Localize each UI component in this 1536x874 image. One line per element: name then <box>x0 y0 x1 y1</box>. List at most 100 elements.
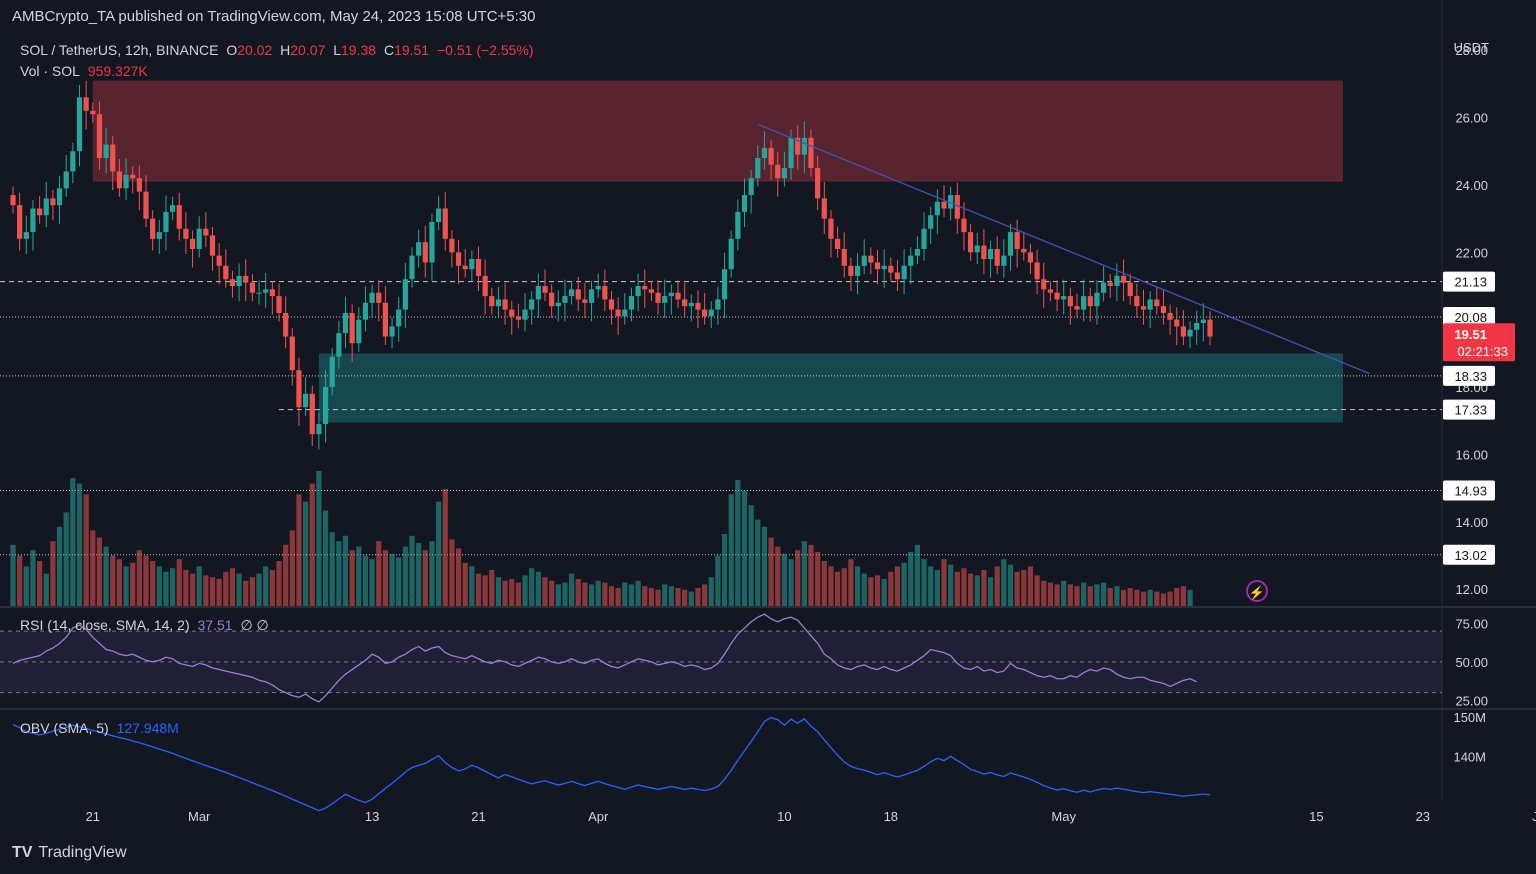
volume-bar <box>914 544 920 606</box>
volume-bar <box>422 550 428 606</box>
candle-body <box>1107 282 1113 286</box>
volume-bar <box>283 544 289 606</box>
candle-body <box>688 302 694 307</box>
volume-bar <box>868 577 874 606</box>
volume-bar <box>934 570 940 606</box>
level-price-badge <box>1443 480 1495 501</box>
volume-bar <box>475 573 482 606</box>
candle-body <box>249 282 255 293</box>
volume-bar <box>256 573 262 606</box>
volume-bar <box>176 559 182 606</box>
volume-bar <box>515 582 521 606</box>
volume-bar <box>668 586 674 606</box>
level-price-label: 17.33 <box>1454 403 1487 418</box>
volume-bar <box>489 570 495 606</box>
high-value: 20.07 <box>290 42 326 58</box>
brand-label: TradingView <box>38 844 127 861</box>
time-tick: 10 <box>777 809 791 824</box>
volume-bar <box>588 584 595 606</box>
candle-body <box>1081 296 1087 310</box>
candle-body <box>788 137 794 169</box>
volume-bar <box>502 580 508 606</box>
candle-body <box>635 286 641 297</box>
candle-body <box>1054 292 1060 300</box>
volume-bar <box>382 550 388 606</box>
candle-body <box>209 235 216 256</box>
candle-body <box>1207 319 1213 337</box>
current-price-badge <box>1443 323 1515 362</box>
candle-body <box>256 292 262 294</box>
candle-body <box>163 211 169 233</box>
obv-legend: OBV (SMA, 5) 127.948M <box>20 720 183 736</box>
volume-bar <box>156 566 162 606</box>
candle-body <box>70 151 76 172</box>
price-tick: 26.00 <box>1455 111 1488 126</box>
candle-body <box>1007 232 1014 256</box>
candle-body <box>921 228 927 249</box>
lightning-icon[interactable]: ⚡ <box>1246 580 1268 602</box>
candle-body <box>668 292 674 297</box>
obv-label[interactable]: OBV (SMA, 5) <box>20 720 109 736</box>
volume-bar <box>1074 586 1080 606</box>
volume-bar <box>229 568 236 606</box>
rsi-tick: 75.00 <box>1455 616 1488 631</box>
candle-body <box>1160 306 1167 313</box>
candle-body <box>362 302 369 320</box>
price-tick: 12.00 <box>1455 582 1488 597</box>
candle-body <box>156 232 162 239</box>
volume-bar <box>1087 586 1093 606</box>
volume-label[interactable]: Vol · SOL <box>20 63 80 79</box>
volume-bar <box>974 575 980 606</box>
candle-body <box>628 296 635 310</box>
candle-body <box>196 228 202 249</box>
volume-bar <box>894 566 901 606</box>
candle-body <box>10 195 16 206</box>
volume-bar <box>462 562 468 606</box>
volume-bar <box>728 494 734 606</box>
candle-body <box>449 238 455 253</box>
candle-body <box>622 309 628 317</box>
volume-bar <box>994 566 1000 606</box>
volume-bar <box>63 512 69 606</box>
volume-bar <box>901 562 907 606</box>
candle-body <box>1027 252 1034 263</box>
volume-bar <box>236 573 242 606</box>
volume-bar <box>908 552 914 606</box>
candle-body <box>582 299 588 303</box>
candle-body <box>675 292 681 300</box>
open-label: O <box>226 42 238 58</box>
volume-bar <box>402 546 408 606</box>
candle-body <box>848 265 854 276</box>
candle-body <box>901 265 907 280</box>
level-price-label: 20.08 <box>1454 310 1487 325</box>
rsi-label[interactable]: RSI (14, close, SMA, 14, 2) <box>20 617 190 633</box>
candle-body <box>50 198 56 206</box>
candle-body <box>369 292 375 303</box>
time-tick: 23 <box>1416 809 1430 824</box>
candle-body <box>143 191 149 219</box>
candle-body <box>655 292 661 303</box>
candle-body <box>1127 282 1133 297</box>
volume-bar <box>1047 582 1053 606</box>
candle-body <box>17 205 23 239</box>
tradingview-footer[interactable]: TV TradingView <box>12 844 127 862</box>
volume-bar <box>648 588 654 606</box>
rsi-value: 37.51 <box>197 617 233 633</box>
volume-bar <box>56 526 63 606</box>
countdown-label: 02:21:33 <box>1457 344 1508 359</box>
candle-body <box>436 208 442 222</box>
volume-bar <box>303 501 309 606</box>
candle-body <box>1167 312 1173 320</box>
candle-body <box>1134 296 1140 307</box>
candle-body <box>203 228 209 236</box>
volume-bar <box>376 541 382 606</box>
volume-bar <box>150 561 156 606</box>
volume-bar <box>83 494 89 606</box>
price-tick: 16.00 <box>1455 447 1488 462</box>
symbol-label[interactable]: SOL / TetherUS, 12h, BINANCE <box>20 42 219 58</box>
candle-body <box>1187 329 1193 337</box>
candle-body <box>1061 296 1067 300</box>
volume-bar <box>821 561 827 606</box>
volume-bar <box>941 559 947 606</box>
